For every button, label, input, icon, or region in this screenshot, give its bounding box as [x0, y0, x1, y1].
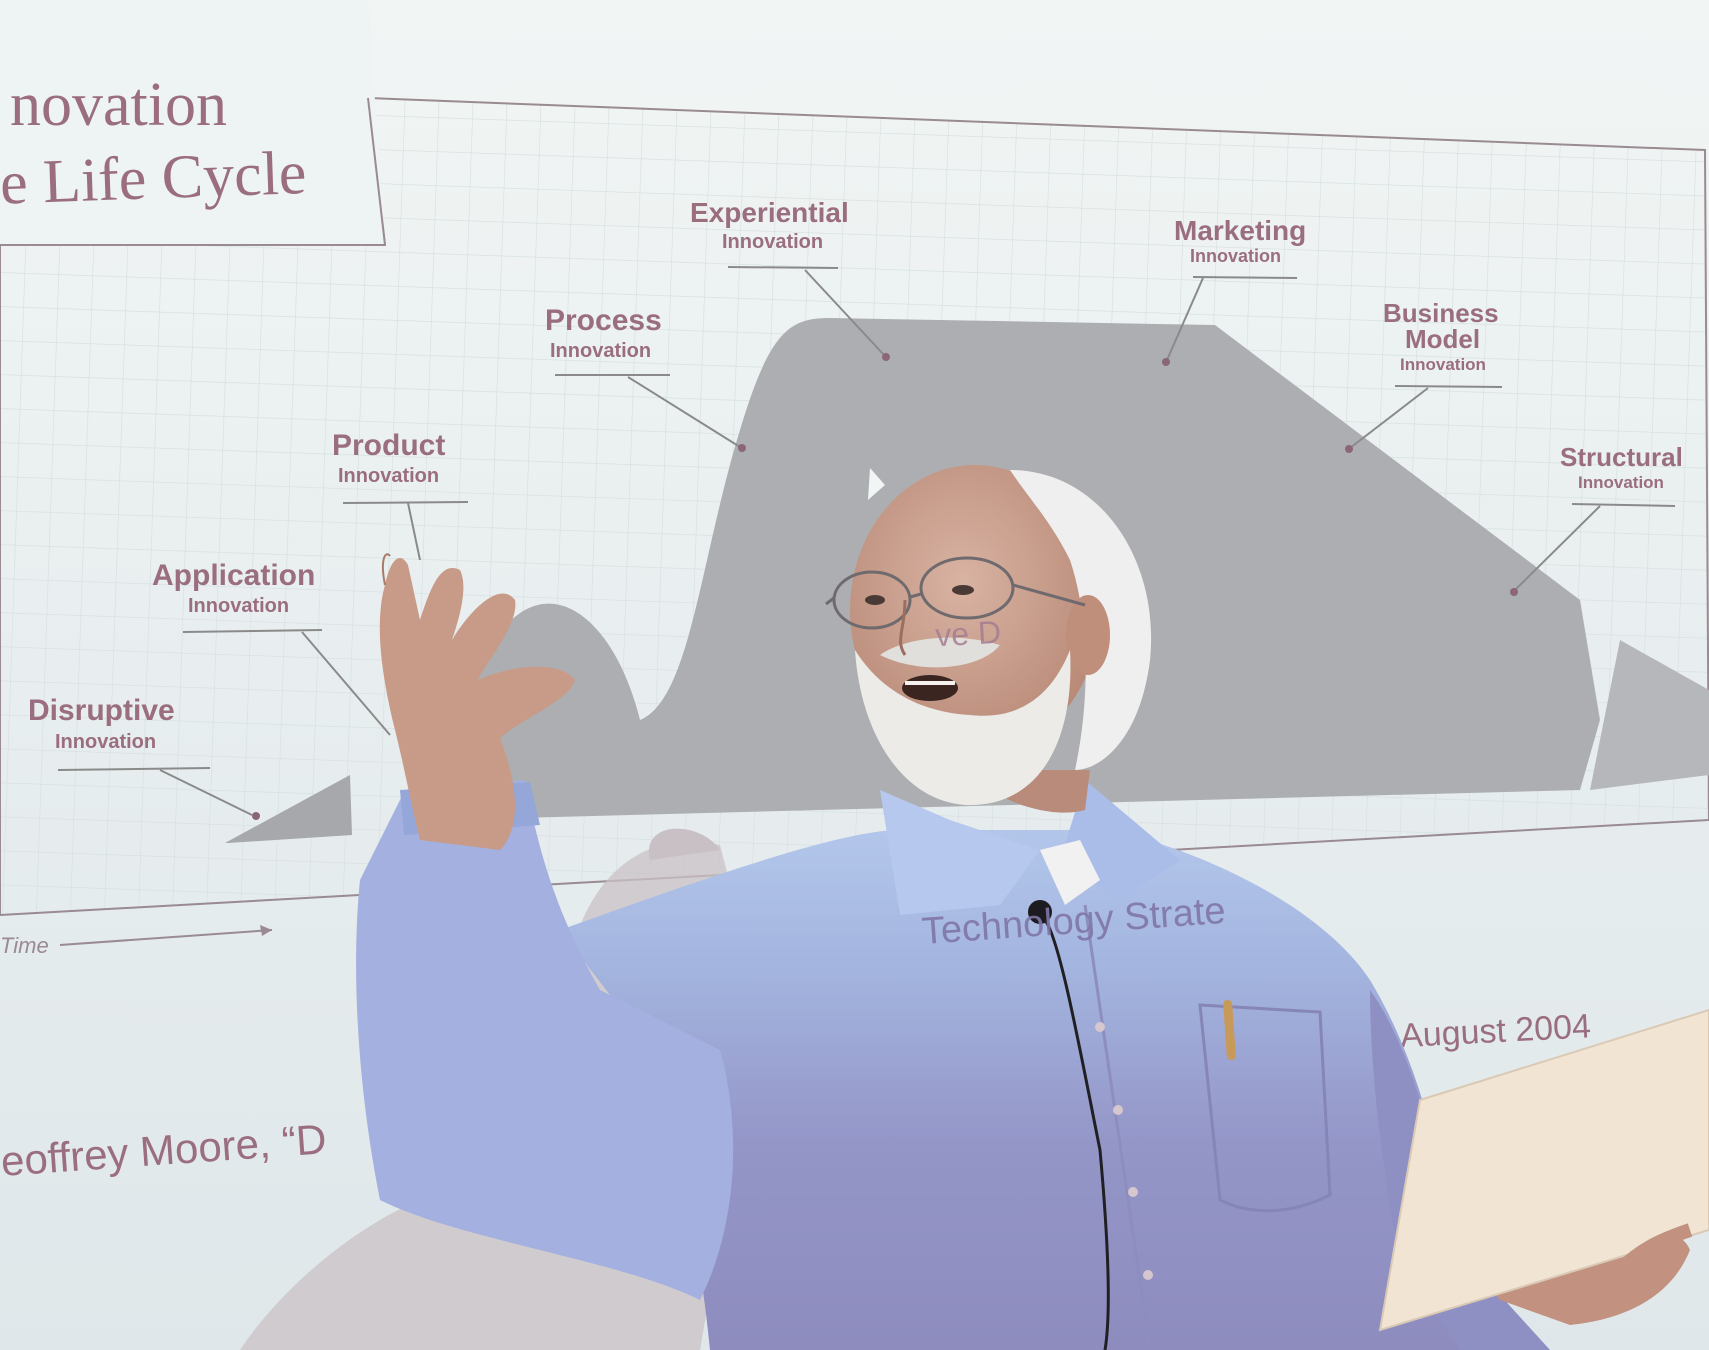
label-marketing-sub: Innovation [1190, 246, 1281, 266]
label-business-model: Business Model Innovation [1345, 298, 1503, 453]
label-experiential-main: Experiential [690, 197, 849, 228]
label-marketing: Marketing Innovation [1162, 215, 1306, 366]
label-business-main2: Model [1405, 324, 1480, 354]
glasses [825, 556, 1086, 630]
paper-folder [1378, 1008, 1709, 1332]
presenter-raised-hand [379, 557, 575, 850]
shadow-head [648, 828, 720, 860]
label-experiential: Experiential Innovation [690, 197, 890, 361]
label-marketing-main: Marketing [1174, 215, 1306, 246]
lapel-microphone [1028, 900, 1052, 924]
label-business-sub: Innovation [1400, 355, 1486, 374]
pen [1223, 1000, 1236, 1061]
label-process-sub: Innovation [550, 340, 651, 362]
chart-shape-disruptive [225, 775, 352, 843]
shirt-pocket [1198, 1003, 1332, 1213]
face-projected-text: ve D [934, 614, 1002, 653]
slide-title-line2: e Life Cycle [0, 139, 307, 218]
shirt-collar [880, 790, 1040, 915]
presenter-beard [855, 650, 1071, 806]
slide-title-box [0, 0, 385, 245]
time-axis-arrow [59, 929, 273, 946]
label-application-sub: Innovation [188, 595, 289, 617]
label-product-sub: Innovation [338, 465, 439, 487]
label-product: Product Innovation [332, 429, 469, 561]
label-process: Process Innovation [545, 304, 746, 452]
label-application-main: Application [152, 559, 315, 592]
label-disruptive: Disruptive Innovation [28, 694, 260, 820]
shirt-placket [1083, 904, 1152, 1350]
time-axis-label: Time [0, 933, 49, 958]
shirt-left-sleeve [356, 780, 734, 1300]
label-experiential-sub: Innovation [722, 231, 823, 253]
label-structural-main: Structural [1560, 442, 1683, 472]
label-business-main: Business [1383, 298, 1499, 328]
label-structural-sub: Innovation [1578, 473, 1664, 492]
presenter-hair [1010, 470, 1152, 770]
label-disruptive-sub: Innovation [55, 731, 156, 753]
presenter: Technology Strate ve D [356, 465, 1709, 1350]
label-structural: Structural Innovation [1510, 442, 1683, 596]
label-process-main: Process [545, 304, 662, 337]
slide-title-line1: novation [10, 71, 227, 139]
shirt-torso [560, 830, 1470, 1350]
label-application: Application Innovation [152, 559, 391, 736]
label-disruptive-main: Disruptive [28, 694, 175, 727]
label-product-main: Product [332, 429, 445, 462]
chart-shape-notch [868, 468, 885, 500]
chart-shape-tail [1590, 640, 1709, 790]
